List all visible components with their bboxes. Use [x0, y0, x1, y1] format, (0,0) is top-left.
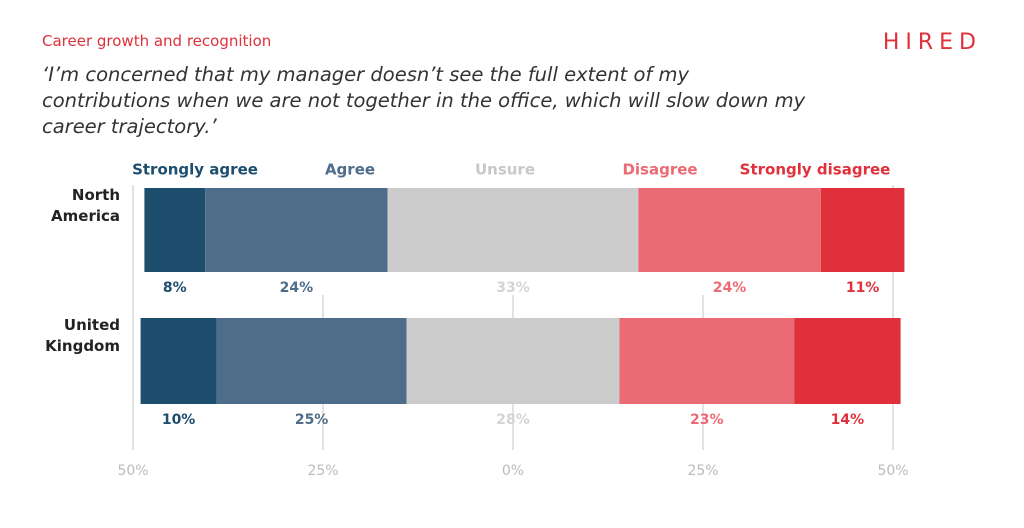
legend-label: Disagree: [622, 161, 697, 179]
value-label: 24%: [713, 280, 747, 296]
bar-segment: [794, 318, 901, 404]
brand: HIRED: [882, 30, 982, 55]
legend-label: Strongly agree: [132, 161, 258, 179]
chart-title: ‘I’m concerned that my manager doesn’t s…: [42, 63, 806, 138]
bar-segment: [387, 188, 639, 272]
value-label: 33%: [496, 280, 530, 296]
value-label: 28%: [496, 412, 530, 428]
legend-label: Strongly disagree: [740, 161, 891, 179]
value-label: 23%: [690, 412, 724, 428]
bar-segment: [205, 188, 388, 272]
legend-label: Agree: [325, 161, 375, 179]
x-tick-label: 50%: [117, 463, 148, 479]
legend-label: Unsure: [475, 161, 535, 179]
category-label: North America: [51, 186, 120, 225]
value-label: 11%: [846, 280, 880, 296]
x-tick-label: 25%: [687, 463, 718, 479]
x-tick-label: 50%: [877, 463, 908, 479]
value-label: 8%: [163, 280, 187, 296]
bar-segment: [638, 188, 821, 272]
x-tick-label: 25%: [307, 463, 338, 479]
category-label: United Kingdom: [45, 316, 120, 355]
x-tick-label: 0%: [502, 463, 524, 479]
value-label: 10%: [162, 412, 196, 428]
bar-segment: [820, 188, 905, 272]
value-label: 14%: [831, 412, 865, 428]
bar-segment: [216, 318, 407, 404]
bar-segment: [144, 188, 206, 272]
bar-segment: [140, 318, 217, 404]
value-label: 24%: [280, 280, 314, 296]
bar-segment: [406, 318, 620, 404]
bar-segment: [619, 318, 795, 404]
value-label: 25%: [295, 412, 329, 428]
subtitle: Career growth and recognition: [42, 32, 272, 50]
